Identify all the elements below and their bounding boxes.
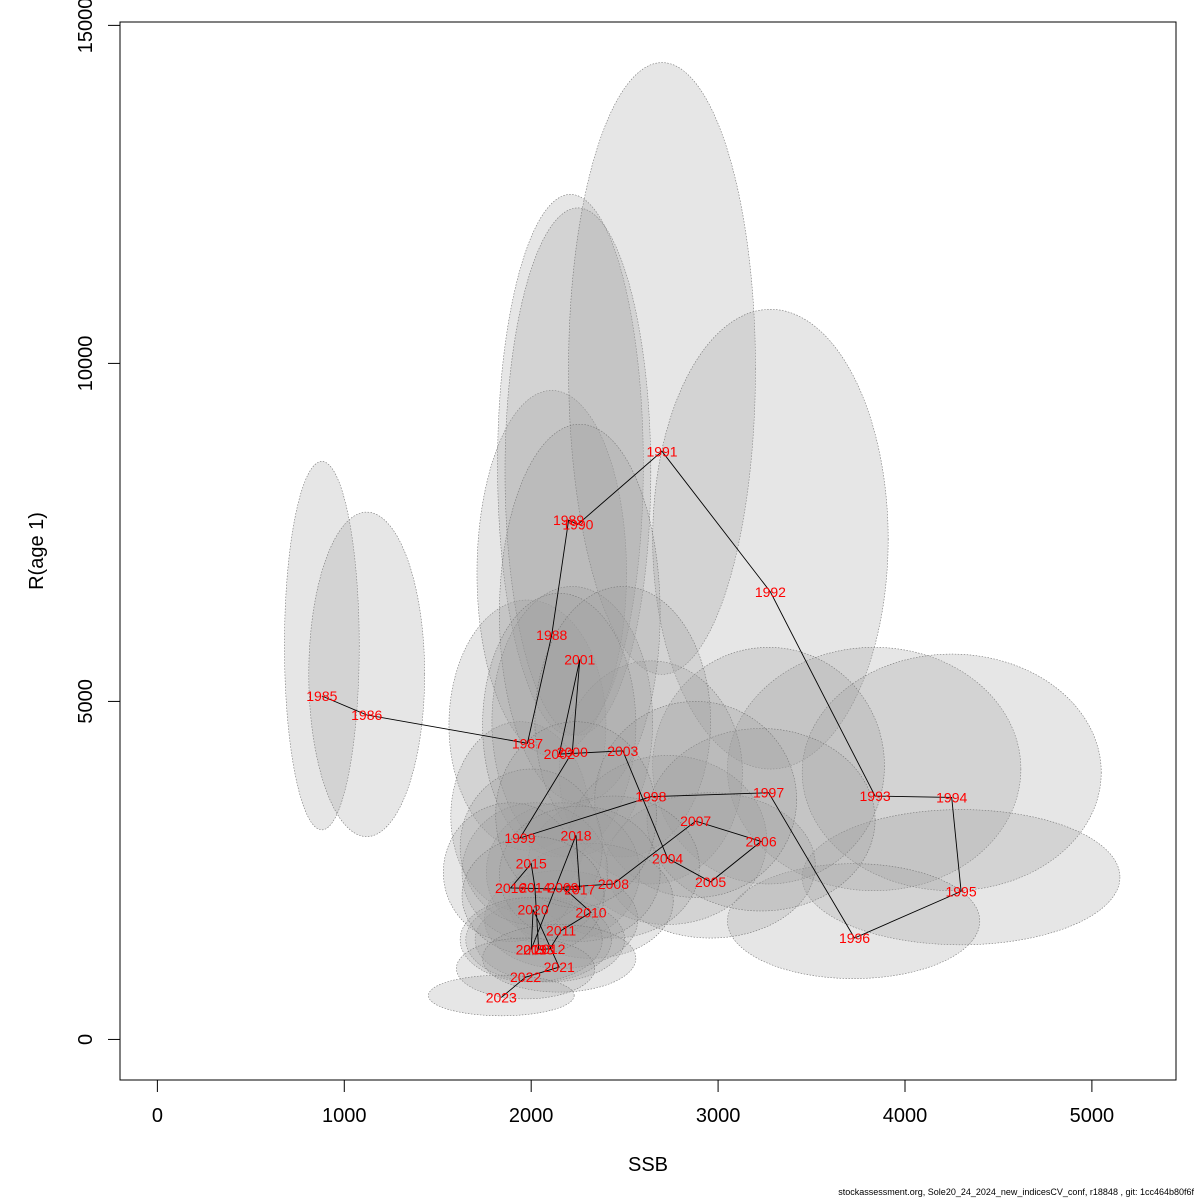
y-tick-label: 15000 (75, 0, 97, 53)
confidence-ellipse-2006 (646, 728, 876, 912)
confidence-ellipse-2023 (428, 974, 575, 1017)
year-label-1990: 1990 (562, 516, 593, 532)
confidence-ellipse-1993 (727, 647, 1022, 892)
year-label-2014: 2014 (519, 879, 550, 895)
confidence-ellipse-2020 (461, 836, 605, 956)
year-label-2010: 2010 (575, 904, 606, 920)
year-label-2009: 2009 (547, 879, 578, 895)
y-tick-label: 0 (75, 1034, 97, 1045)
confidence-ellipse-1998 (558, 660, 743, 885)
confidence-ellipse-2017 (499, 805, 661, 942)
year-label-2007: 2007 (680, 813, 711, 829)
y-axis-label: R(age 1) (26, 512, 48, 590)
confidence-ellipse-2004 (568, 755, 767, 925)
year-label-1986: 1986 (351, 707, 382, 723)
confidence-ellipse-1992 (652, 309, 889, 770)
year-label-1985: 1985 (306, 688, 337, 704)
confidence-ellipse-1989 (497, 194, 644, 736)
year-label-2018: 2018 (560, 827, 591, 843)
year-label-2020: 2020 (517, 902, 548, 918)
year-label-1994: 1994 (936, 789, 967, 805)
year-label-1996: 1996 (839, 930, 870, 946)
year-label-2008: 2008 (598, 876, 629, 892)
year-label-1993: 1993 (860, 788, 891, 804)
year-label-2021: 2021 (544, 959, 575, 975)
year-label-2002: 2002 (544, 746, 575, 762)
year-label-1997: 1997 (753, 785, 784, 801)
confidence-ellipse-1988 (476, 390, 627, 756)
year-label-2023: 2023 (486, 990, 517, 1006)
year-label-1999: 1999 (504, 830, 535, 846)
confidence-ellipse-2014 (461, 802, 609, 942)
confidence-ellipse-1990 (504, 207, 652, 736)
x-tick-label: 5000 (1070, 1105, 1115, 1127)
confidence-ellipse-2007 (594, 701, 797, 898)
year-label-1987: 1987 (512, 735, 543, 751)
x-tick-label: 0 (152, 1105, 163, 1127)
year-label-2004: 2004 (652, 850, 683, 866)
confidence-ellipse-1986 (308, 511, 425, 837)
x-tick-label: 4000 (883, 1105, 928, 1127)
year-label-2015: 2015 (516, 856, 547, 872)
year-label-1991: 1991 (646, 443, 677, 459)
confidence-ellipse-2009 (486, 802, 640, 942)
year-label-2017: 2017 (564, 881, 595, 897)
x-tick-label: 2000 (509, 1105, 554, 1127)
confidence-ellipse-2021 (482, 924, 637, 993)
year-label-2016: 2016 (495, 880, 526, 896)
x-tick-label: 3000 (696, 1105, 741, 1127)
trajectory-path (321, 450, 962, 998)
confidence-ellipse-1995 (801, 809, 1121, 946)
confidence-ellipse-1991 (568, 62, 756, 675)
year-label-2000: 2000 (557, 744, 588, 760)
year-label-2001: 2001 (564, 652, 595, 668)
confidence-ellipse-2018 (495, 721, 657, 908)
year-label-2005: 2005 (695, 874, 726, 890)
x-axis-label: SSB (628, 1154, 668, 1176)
confidence-ellipse-2002 (482, 592, 637, 858)
year-label-2019: 2019 (516, 942, 547, 958)
confidence-ellipse-2000 (491, 586, 653, 858)
confidence-ellipse-1987 (448, 599, 607, 851)
confidence-ellipse-1994 (801, 653, 1102, 892)
confidence-ellipse-2005 (605, 792, 816, 939)
year-label-1989: 1989 (553, 512, 584, 528)
trajectory-line (321, 450, 962, 998)
confidence-ellipse-1985 (284, 461, 360, 831)
confidence-ellipse-1997 (652, 647, 885, 885)
confidence-ellipse-1996 (727, 863, 981, 979)
year-label-2012: 2012 (534, 941, 565, 957)
year-label-1998: 1998 (635, 789, 666, 805)
y-tick-label: 10000 (75, 336, 97, 392)
year-label-2003: 2003 (607, 743, 638, 759)
confidence-ellipses (284, 62, 1121, 1017)
year-label-1992: 1992 (755, 584, 786, 600)
confidence-ellipse-2001 (499, 423, 661, 804)
year-label-2006: 2006 (745, 833, 776, 849)
x-axis: 0 1000 2000 3000 4000 5000 (152, 1079, 1115, 1127)
y-axis: 0 5000 10000 15000 (75, 0, 121, 1045)
confidence-ellipse-2019 (459, 897, 603, 983)
year-label-2011: 2011 (546, 923, 576, 939)
year-label-2022: 2022 (510, 969, 541, 985)
confidence-ellipse-2022 (456, 937, 596, 1000)
confidence-ellipse-2013 (465, 897, 612, 983)
confidence-ellipse-2010 (508, 843, 674, 959)
year-label-1995: 1995 (945, 883, 976, 899)
footer-note: stockassessment.org, Sole20_24_2024_new_… (838, 1187, 1194, 1197)
y-tick-label: 5000 (75, 679, 97, 724)
year-label-2013: 2013 (523, 942, 554, 958)
year-label-1988: 1988 (536, 627, 567, 643)
x-tick-label: 1000 (322, 1105, 367, 1127)
